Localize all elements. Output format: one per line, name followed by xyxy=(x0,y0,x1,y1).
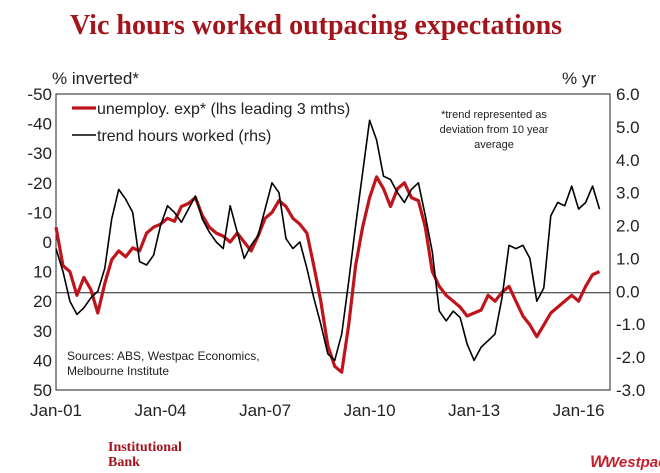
brand-line-2: Bank xyxy=(108,455,140,470)
westpac-logo: WWestpac xyxy=(590,452,660,472)
right-axis-label: % yr xyxy=(562,69,596,88)
left-tick-label: 10 xyxy=(33,263,52,282)
left-tick-label: 50 xyxy=(33,381,52,400)
chart-title: Vic hours worked outpacing expectations xyxy=(70,10,563,41)
right-tick-label: -1.0 xyxy=(616,315,645,334)
x-tick-label: Jan-07 xyxy=(239,401,291,420)
right-tick-label: 4.0 xyxy=(616,151,640,170)
source-line-2: Melbourne Institute xyxy=(67,364,169,378)
right-axis: 6.0 5.0 4.0 3.0 2.0 1.0 0.0 -1.0 -2.0 -3.0 xyxy=(616,85,645,400)
institutional-bank-logo: Institutional Bank xyxy=(108,440,182,470)
left-tick-label: 0 xyxy=(43,233,52,252)
plot-frame xyxy=(55,93,611,391)
right-tick-label: 1.0 xyxy=(616,249,640,268)
note-line-3: average xyxy=(474,139,514,151)
right-tick-label: 5.0 xyxy=(616,118,640,137)
x-axis: Jan-01 Jan-04 Jan-07 Jan-10 Jan-13 Jan-16 xyxy=(30,401,605,420)
left-tick-label: -50 xyxy=(27,85,52,104)
westpac-w-icon: W xyxy=(590,452,606,471)
note-line-2: deviation from 10 year xyxy=(440,124,549,136)
note-line-1: *trend represented as xyxy=(441,109,547,121)
westpac-logo-text: Westpac xyxy=(605,454,660,471)
left-axis: -50 -40 -30 -20 -10 0 10 20 30 40 50 xyxy=(27,85,52,400)
brand-line-1: Institutional xyxy=(108,440,182,455)
right-tick-label: 6.0 xyxy=(616,85,640,104)
source-line-1: Sources: ABS, Westpac Economics, xyxy=(67,349,260,363)
x-tick-label: Jan-04 xyxy=(135,401,187,420)
series-unemploy-exp-line xyxy=(54,175,601,374)
left-tick-label: -20 xyxy=(27,174,52,193)
left-tick-label: 30 xyxy=(33,322,52,341)
series-hours-worked-line xyxy=(55,119,601,362)
left-tick-label: 20 xyxy=(33,292,52,311)
x-tick-label: Jan-13 xyxy=(448,401,500,420)
left-tick-label: -30 xyxy=(27,144,52,163)
right-tick-label: -2.0 xyxy=(616,348,645,367)
x-tick-label: Jan-16 xyxy=(553,401,605,420)
right-tick-label: 2.0 xyxy=(616,217,640,236)
x-tick-label: Jan-10 xyxy=(344,401,396,420)
right-tick-label: 0.0 xyxy=(616,282,640,301)
left-tick-label: 40 xyxy=(33,351,52,370)
left-tick-label: -40 xyxy=(27,115,52,134)
right-tick-label: -3.0 xyxy=(616,381,645,400)
left-tick-label: -10 xyxy=(27,203,52,222)
right-tick-label: 3.0 xyxy=(616,184,640,203)
x-tick-label: Jan-01 xyxy=(30,401,82,420)
legend-label-hours: trend hours worked (rhs) xyxy=(97,128,271,145)
left-axis-label: % inverted* xyxy=(52,69,139,88)
legend-label-unemploy: unemploy. exp* (lhs leading 3 mths) xyxy=(97,101,350,118)
